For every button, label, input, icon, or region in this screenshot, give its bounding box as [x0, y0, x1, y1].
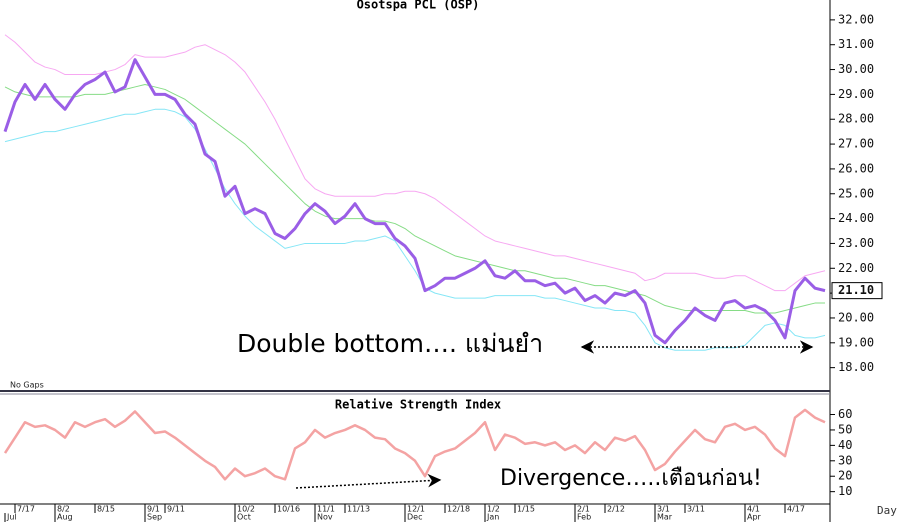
month-label: Oct — [237, 513, 251, 522]
month-label: Feb — [577, 513, 591, 522]
month-label: Nov — [317, 513, 333, 522]
last-value-label: 21.10 — [838, 283, 874, 297]
y-tick-label: 20.00 — [838, 310, 874, 324]
month-label: Jan — [486, 513, 499, 522]
y-tick-label: 23.00 — [838, 236, 874, 250]
x-tick-label: 11/1 — [317, 505, 335, 514]
x-tick-label: 8/15 — [97, 505, 115, 514]
y-tick-label: 50 — [838, 422, 852, 436]
month-label: Mar — [657, 513, 673, 522]
y-tick-label: 20 — [838, 469, 852, 483]
data-line — [3, 58, 826, 345]
y-tick-label: 28.00 — [838, 112, 874, 126]
x-tick-label: 2/12 — [607, 505, 625, 514]
y-tick-label: 22.00 — [838, 261, 874, 275]
x-tick-label: 9/1 — [147, 505, 160, 514]
x-tick-label: 1/15 — [517, 505, 535, 514]
data-line — [3, 408, 826, 481]
month-label: Apr — [747, 513, 762, 522]
x-tick-label: 4/17 — [787, 505, 805, 514]
month-label: Aug — [57, 513, 73, 522]
month-label: Dec — [407, 513, 422, 522]
chart-title: Osotspa PCL (OSP) — [357, 0, 480, 12]
y-tick-label: 60 — [838, 407, 852, 421]
x-tick-label: 10/2 — [237, 505, 255, 514]
x-tick-label: 1/2 — [487, 505, 500, 514]
x-axis-label: Day — [877, 504, 897, 517]
y-tick-label: 27.00 — [838, 137, 874, 151]
x-tick-label: 4/1 — [747, 505, 760, 514]
x-tick-label: 12/1 — [407, 505, 425, 514]
x-tick-label: 3/1 — [657, 505, 670, 514]
y-tick-label: 31.00 — [838, 37, 874, 51]
y-tick-label: 26.00 — [838, 161, 874, 175]
y-tick-label: 30.00 — [838, 62, 874, 76]
x-tick-label: 10/16 — [277, 505, 300, 514]
note: No Gaps — [10, 381, 44, 390]
y-tick-label: 19.00 — [838, 335, 874, 349]
data-line — [4, 34, 826, 292]
y-tick-label: 18.00 — [838, 360, 874, 374]
month-label: Jul — [6, 513, 17, 522]
x-tick-label: 3/11 — [687, 505, 705, 514]
y-tick-label: 25.00 — [838, 186, 874, 200]
annotation: Double bottom…. แม่นยำ — [237, 329, 543, 358]
rsi-title: Relative Strength Index — [335, 398, 501, 412]
arrow — [295, 473, 442, 489]
x-tick-label: 12/18 — [447, 505, 470, 514]
y-tick-label: 10 — [838, 484, 852, 498]
annotation: Divergence…..เตือนก่อน! — [500, 466, 762, 491]
data-line — [4, 83, 825, 314]
y-tick-label: 29.00 — [838, 87, 874, 101]
y-tick-label: 40 — [838, 438, 852, 452]
x-tick-label: 7/17 — [17, 505, 35, 514]
x-tick-label: 2/1 — [577, 505, 590, 514]
y-tick-label: 24.00 — [838, 211, 874, 225]
y-tick-label: 30 — [838, 453, 852, 467]
y-tick-label: 32.00 — [838, 12, 874, 26]
x-tick-label: 9/11 — [167, 505, 185, 514]
last-value-box — [831, 282, 883, 300]
x-tick-label: 11/13 — [347, 505, 370, 514]
x-tick-label: 8/2 — [57, 505, 70, 514]
month-label: Sep — [147, 513, 162, 522]
